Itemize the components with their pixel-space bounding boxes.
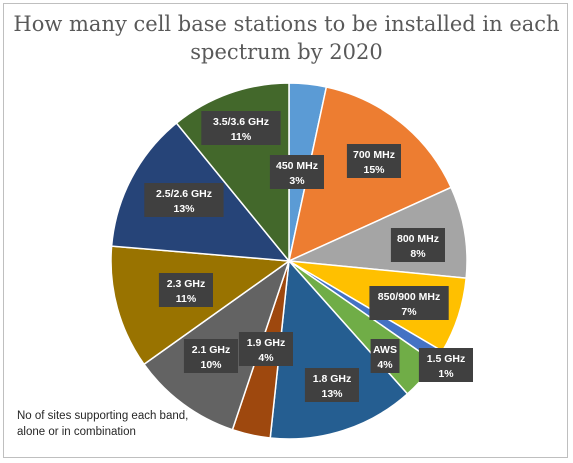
data-labels: 450 MHz 3% 700 MHz 15% 800 MHz 8% 850/900 MHz 7… [144,111,473,402]
chart-footnote: No of sites supporting each band, alone … [17,410,189,438]
data-label-category: 850/900 MHz [378,291,440,303]
data-label-percent: 11% [231,131,252,143]
data-label-box [183,339,238,373]
data-label-box [238,332,293,366]
data-label-percent: 15% [363,164,385,176]
data-label-percent: 10% [200,359,222,371]
data-label-850-900-mhz: 850/900 MHz 7% [369,286,449,320]
data-label-percent: 13% [173,203,195,215]
data-label-1-9-ghz: 1.9 GHz 4% [238,332,293,366]
data-label-percent: 3% [289,175,305,187]
data-label-percent: 8% [410,248,426,260]
data-label-1-5-ghz: 1.5 GHz 1% [418,348,473,382]
data-label-box [144,183,224,217]
data-label-3-5-3-6-ghz: 3.5/3.6 GHz 11% [201,111,281,145]
data-label-category: 1.5 GHz [427,353,466,365]
chart-title: How many cell base stations to be instal… [13,12,560,64]
data-label-box [346,144,401,178]
data-label-category: 2.3 GHz [167,278,206,290]
data-label-percent: 1% [438,368,454,380]
data-label-box [370,339,400,373]
data-label-category: 3.5/3.6 GHz [213,116,269,128]
data-label-category: 1.9 GHz [247,337,286,349]
data-label-percent: 7% [401,306,417,318]
data-label-category: 450 MHz [276,160,318,172]
data-label-category: 800 MHz [397,233,439,245]
data-label-category: 1.8 GHz [313,373,352,385]
data-label-box [390,228,445,262]
data-label-box [158,273,213,307]
data-label-2-3-ghz: 2.3 GHz 11% [158,273,213,307]
data-label-1-8-ghz: 1.8 GHz 13% [304,368,359,402]
data-label-percent: 11% [176,293,197,305]
data-label-category: 700 MHz [353,149,395,161]
data-label-category: 2.1 GHz [192,344,231,356]
data-label-800-mhz: 800 MHz 8% [390,228,445,262]
data-label-percent: 13% [321,388,343,400]
data-label-box [201,111,281,145]
pie-slice-1-8-ghz [269,259,409,440]
data-label-450-mhz: 450 MHz 3% [269,155,324,189]
data-label-700-mhz: 700 MHz 15% [346,144,401,178]
data-label-2-1-ghz: 2.1 GHz 10% [183,339,238,373]
data-label-percent: 4% [377,359,393,371]
data-label-2-5-2-6-ghz: 2.5/2.6 GHz 13% [144,183,224,217]
data-label-category: AWS [373,344,397,356]
data-label-percent: 4% [258,352,274,364]
data-label-aws: AWS 4% [370,339,400,373]
data-label-box [304,368,359,402]
data-label-box [418,348,473,382]
data-label-box [269,155,324,189]
data-label-category: 2.5/2.6 GHz [156,188,212,200]
data-label-box [369,286,449,320]
